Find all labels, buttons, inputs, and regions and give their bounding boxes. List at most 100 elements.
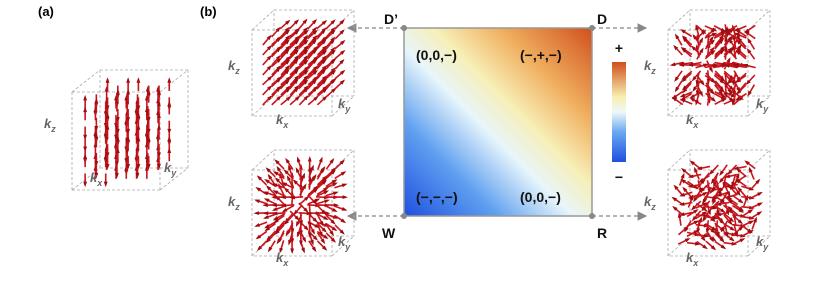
vector-head bbox=[342, 195, 348, 199]
colorbar-label: + bbox=[615, 40, 623, 56]
axis-label: kx bbox=[276, 250, 289, 268]
axis-label: kz bbox=[44, 116, 56, 134]
vector-head bbox=[272, 207, 278, 211]
axis-label-sub: z bbox=[50, 124, 56, 134]
axis-label-sub: z bbox=[650, 66, 656, 76]
cube-edge bbox=[748, 150, 770, 170]
vector-head bbox=[290, 248, 294, 254]
colorbar bbox=[612, 62, 626, 162]
axis-label: kz bbox=[644, 194, 656, 212]
axis-label: kz bbox=[644, 58, 656, 76]
axis-label: kx bbox=[276, 112, 289, 130]
axis-label: kx bbox=[686, 250, 699, 268]
cube-edge bbox=[668, 10, 690, 30]
vector-head bbox=[749, 167, 753, 173]
vector-head bbox=[167, 77, 171, 83]
vector-head bbox=[324, 200, 330, 204]
axis-label-sub: x bbox=[282, 120, 289, 130]
vector-head bbox=[83, 95, 87, 101]
vector-head bbox=[709, 67, 713, 73]
axis-label: kx bbox=[686, 112, 699, 130]
cube-edge bbox=[252, 150, 274, 170]
axis-label-sub: y bbox=[344, 242, 351, 252]
vector-head bbox=[685, 238, 691, 242]
vector-head bbox=[126, 77, 130, 83]
vector-head bbox=[712, 27, 718, 31]
region-label: (0,0,−) bbox=[416, 47, 457, 63]
cube-edge bbox=[160, 70, 188, 92]
vector-head bbox=[332, 182, 338, 186]
vector-head bbox=[83, 153, 87, 159]
panel-label: (a) bbox=[38, 4, 54, 19]
axis-label-sub: x bbox=[692, 120, 699, 130]
corner-dot bbox=[401, 213, 407, 219]
axis-label: ky bbox=[338, 96, 351, 114]
axis-label-sub: y bbox=[762, 242, 769, 252]
axis-label: ky bbox=[756, 234, 769, 252]
vector-head bbox=[342, 207, 348, 211]
vector-head bbox=[297, 157, 301, 163]
axis-label: kz bbox=[228, 58, 240, 76]
vector-head bbox=[319, 157, 323, 163]
vector-head bbox=[740, 238, 746, 242]
axis-label-sub: y bbox=[344, 104, 351, 114]
vector-head bbox=[263, 211, 269, 215]
cube-edge bbox=[72, 70, 100, 92]
cube bbox=[668, 150, 770, 256]
vector-head bbox=[323, 190, 329, 194]
region-label: (−,−,−) bbox=[416, 189, 458, 205]
vector-head bbox=[83, 182, 87, 188]
corner-dot bbox=[401, 25, 407, 31]
corner-label: R bbox=[597, 225, 607, 241]
vector-head bbox=[254, 200, 260, 204]
vector-head bbox=[332, 208, 338, 212]
vector-head bbox=[167, 101, 171, 107]
axis-label-sub: z bbox=[234, 202, 240, 212]
vector-head bbox=[254, 223, 260, 227]
vector-head bbox=[308, 156, 312, 162]
corner-label: W bbox=[382, 225, 396, 241]
axis-label-sub: z bbox=[234, 66, 240, 76]
axis-label-sub: y bbox=[762, 104, 769, 114]
vector-head bbox=[104, 182, 108, 188]
axis-label-sub: y bbox=[170, 168, 177, 178]
vector-head bbox=[254, 211, 260, 215]
vector-head bbox=[333, 192, 339, 196]
vector-head bbox=[263, 215, 269, 219]
axis-label: kz bbox=[228, 194, 240, 212]
vector-head bbox=[757, 202, 763, 206]
colorbar-label: − bbox=[615, 169, 623, 185]
vector-head bbox=[264, 198, 270, 202]
cube-edge bbox=[252, 10, 274, 30]
cube-edge bbox=[252, 96, 274, 116]
axis-label-sub: x bbox=[96, 178, 103, 188]
vector-head bbox=[83, 107, 87, 113]
panel-label: (b) bbox=[200, 4, 217, 19]
cube-edge bbox=[748, 10, 770, 30]
vector-head bbox=[282, 208, 288, 212]
region-label: (0,0,−) bbox=[520, 189, 561, 205]
region-label: (−,+,−) bbox=[520, 47, 562, 63]
corner-dot bbox=[589, 213, 595, 219]
vector-head bbox=[302, 237, 306, 243]
vector-head bbox=[757, 192, 763, 196]
vector-head bbox=[301, 248, 305, 254]
cube-edge bbox=[332, 150, 354, 170]
axis-label: kx bbox=[90, 170, 103, 188]
corner-label: D’ bbox=[384, 11, 398, 27]
vector-head bbox=[726, 57, 730, 63]
vector-head bbox=[167, 136, 171, 142]
axis-label: ky bbox=[338, 234, 351, 252]
vector-head bbox=[670, 62, 676, 66]
cube bbox=[668, 10, 770, 116]
corner-label: D bbox=[597, 11, 607, 27]
vector-head bbox=[94, 98, 98, 104]
axis-label-sub: x bbox=[692, 258, 699, 268]
vector-head bbox=[736, 173, 740, 179]
vector-head bbox=[694, 167, 698, 173]
axis-label: ky bbox=[164, 160, 177, 178]
vector-head bbox=[753, 217, 757, 223]
axis-label-sub: z bbox=[650, 202, 656, 212]
vector-head bbox=[699, 37, 703, 43]
